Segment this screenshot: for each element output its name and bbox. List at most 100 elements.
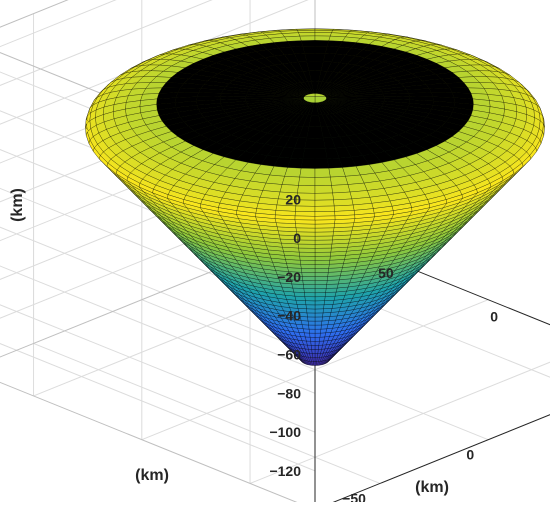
surface-patch [314, 148, 328, 160]
surface-patch [314, 40, 330, 47]
surface-patch [295, 300, 307, 305]
z-tick-label: −120 [269, 463, 301, 479]
surface-patch [302, 148, 316, 160]
z-tick-label: 0 [293, 230, 301, 246]
surface-patch [323, 304, 334, 309]
surface-patch [314, 223, 335, 229]
surface-patch [303, 288, 316, 293]
surface-patch [314, 137, 326, 149]
surface-patch [314, 337, 321, 342]
z-tick-label: −100 [269, 424, 301, 440]
surface-patch [314, 276, 328, 281]
surface-patch [309, 337, 316, 342]
surface-patch [314, 231, 334, 237]
surface-patch [314, 308, 324, 314]
surface-patch [196, 92, 222, 97]
surface-patch [314, 341, 320, 346]
surface-patch [314, 304, 325, 310]
surface-patch [321, 316, 331, 322]
surface-patch [300, 264, 316, 269]
surface-patch [314, 35, 331, 41]
axis-line [320, 414, 550, 507]
surface-patch [299, 255, 316, 261]
surface-patch [322, 308, 333, 314]
surface-patch [298, 176, 316, 186]
surface-patch [330, 176, 349, 186]
x-tick-label: 0 [466, 447, 474, 463]
y-axis-label: (km) [415, 479, 449, 496]
surface-patch [311, 345, 316, 350]
z-tick-label: −40 [277, 308, 301, 324]
surface-patch [314, 251, 331, 257]
surface-patch [299, 316, 309, 322]
surface-patch [305, 336, 311, 342]
surface-patch [314, 46, 328, 54]
surface-patch [323, 300, 335, 305]
surface-patch [314, 260, 330, 265]
surface-patch [302, 280, 316, 285]
surface-patch [294, 211, 316, 217]
surface-patch [332, 191, 353, 201]
surface-patch [322, 312, 332, 318]
z-tick-label: 20 [285, 191, 301, 207]
surface-patch [300, 158, 316, 169]
surface-patch [314, 345, 319, 350]
surface-patch [294, 215, 316, 221]
surface-patch [314, 185, 333, 194]
surface-patch [298, 32, 316, 37]
surface-patch [314, 199, 335, 207]
surface-patch [314, 332, 321, 338]
surface-patch [325, 287, 338, 293]
surface-patch [308, 324, 316, 330]
surface-patch [319, 332, 326, 338]
surface-patch [301, 268, 316, 273]
surface-patch [314, 215, 336, 221]
surface-patch [333, 198, 354, 207]
surface-patch [314, 357, 318, 362]
surface-patch [314, 353, 319, 358]
z-tick-label: −20 [277, 269, 301, 285]
surface-patch [310, 341, 316, 346]
surface-patch [284, 167, 302, 178]
surface-patch [314, 280, 328, 285]
surface-patch [314, 211, 336, 217]
surface-patch [314, 235, 334, 241]
surface-patch [314, 255, 331, 261]
surface-patch [304, 296, 316, 302]
surface-patch [306, 312, 316, 318]
surface-patch [304, 292, 316, 297]
x-tick-label: −50 [342, 490, 366, 502]
grid-line [249, 361, 550, 484]
surface-patch [320, 328, 328, 334]
surface-patch [311, 349, 316, 354]
surface-patch [304, 137, 316, 149]
axis-line [0, 0, 69, 28]
surface-patch [314, 272, 329, 277]
surface-patch [177, 87, 201, 93]
surface-patch [449, 87, 472, 94]
surface-patch [314, 268, 329, 273]
surface-patch [314, 284, 327, 289]
surface-patch [314, 239, 333, 245]
z-tick-label: −60 [277, 347, 301, 363]
surface-patch [303, 284, 316, 289]
surface-patch [314, 296, 326, 302]
surface-patch [314, 316, 323, 322]
surface-patch [281, 176, 300, 186]
surface-patch [295, 223, 316, 229]
surface-patch [298, 247, 316, 253]
surface-patch [306, 340, 312, 346]
surface-patch [314, 176, 332, 186]
surface-patch [321, 320, 330, 326]
surface-patch [299, 35, 316, 41]
surface-patch [302, 328, 310, 334]
surface-patch [305, 304, 316, 310]
surface-patch [300, 320, 309, 326]
surface-patch [301, 324, 310, 330]
surface-patch [305, 300, 316, 306]
surface-patch [314, 243, 333, 249]
surface-patch [309, 332, 316, 338]
surface-patch [307, 316, 316, 322]
grid-line [0, 0, 117, 48]
